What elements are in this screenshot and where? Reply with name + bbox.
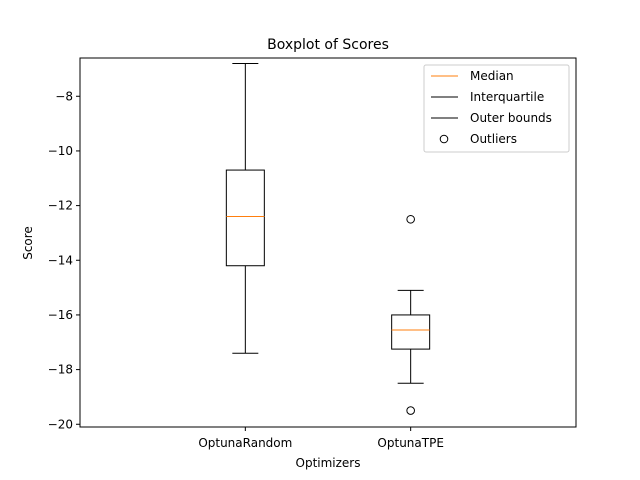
y-tick-label: −20 — [48, 417, 73, 431]
y-tick-label: −14 — [48, 253, 73, 267]
box-OptunaRandom — [225, 62, 265, 354]
legend-label: Interquartile — [470, 90, 544, 104]
legend-label: Outliers — [470, 132, 517, 146]
legend-entry: Interquartile — [431, 90, 544, 104]
legend-frame — [423, 64, 570, 153]
iqr-box — [225, 169, 265, 267]
x-tick-label: OptunaTPE — [377, 436, 443, 450]
x-axis-label: Optimizers — [296, 456, 361, 470]
y-tick-label: −18 — [48, 363, 73, 377]
y-tick-label: −12 — [48, 199, 73, 213]
outlier-point — [406, 406, 415, 415]
y-tick-label: −8 — [55, 89, 73, 103]
legend-label: Median — [470, 69, 514, 83]
outlier-point — [406, 214, 415, 224]
plot-frame — [79, 57, 577, 428]
legend: Median Interquartile Outer bounds Outliers — [423, 64, 570, 153]
legend-entry: Median — [431, 69, 514, 83]
chart-title: Boxplot of Scores — [267, 37, 389, 53]
y-axis-label: Score — [21, 226, 35, 260]
y-tick-label: −10 — [48, 144, 73, 158]
legend-label: Outer bounds — [470, 111, 552, 125]
x-tick-label: OptunaRandom — [198, 436, 292, 450]
iqr-box — [391, 314, 431, 350]
legend-entry: Outer bounds — [431, 111, 552, 125]
y-tick-label: −16 — [48, 308, 73, 322]
legend-entry: Outliers — [439, 132, 517, 146]
box-OptunaTPE — [391, 214, 431, 415]
legend-marker — [439, 134, 449, 144]
